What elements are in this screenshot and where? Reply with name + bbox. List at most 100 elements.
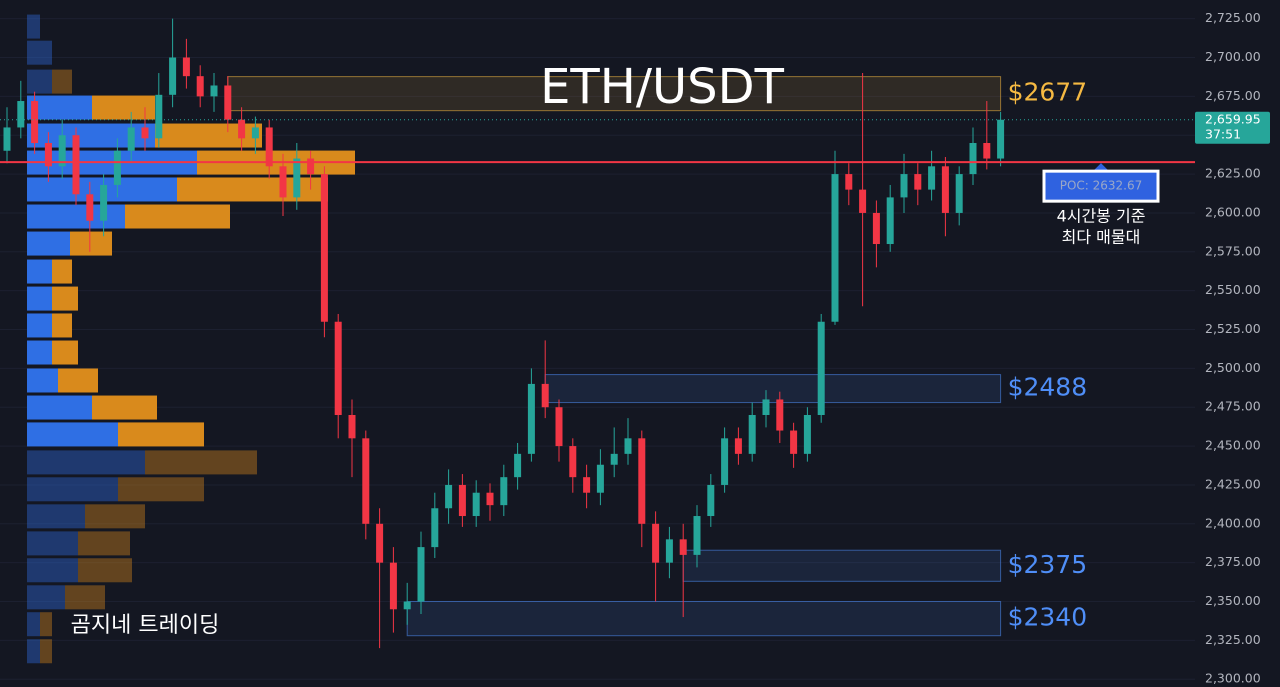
candle-body: [3, 127, 11, 151]
zone-box: [406, 601, 1002, 637]
candle-body: [527, 383, 535, 454]
candle-body: [169, 57, 177, 95]
y-tick-label: 2,525.00: [1205, 321, 1261, 336]
y-tick-label: 2,400.00: [1205, 515, 1261, 530]
profile-buy: [27, 639, 40, 664]
profile-buy: [27, 231, 70, 256]
candle-body: [624, 438, 632, 454]
candle-body: [859, 189, 867, 213]
candle-body: [417, 547, 425, 602]
profile-sell: [78, 531, 130, 556]
y-tick-label: 2,500.00: [1205, 360, 1261, 375]
candle-body: [955, 174, 963, 213]
y-tick-label: 2,425.00: [1205, 476, 1261, 491]
candle-body: [541, 383, 549, 408]
profile-sell: [92, 395, 157, 420]
y-tick-label: 2,450.00: [1205, 438, 1261, 453]
y-tick-label: 2,475.00: [1205, 399, 1261, 414]
candle-body: [914, 174, 922, 190]
candle-body: [486, 492, 494, 506]
candle-body: [610, 453, 618, 465]
candle-body: [265, 127, 273, 167]
candle-body: [555, 407, 563, 447]
profile-sell: [92, 95, 155, 120]
profile-sell: [52, 340, 78, 365]
candle-body: [389, 562, 397, 610]
y-tick-label: 2,600.00: [1205, 204, 1261, 219]
profile-buy: [27, 340, 52, 365]
y-tick-label: 2,325.00: [1205, 632, 1261, 647]
candle-body: [748, 414, 756, 454]
candle-body: [872, 212, 880, 245]
candle-body: [900, 174, 908, 198]
profile-buy: [27, 368, 58, 393]
profile-buy: [27, 504, 85, 529]
zone-box: [544, 374, 1002, 404]
candle-body: [334, 321, 342, 415]
candle-body: [928, 166, 936, 190]
candle-body: [817, 321, 825, 415]
candle-body: [279, 166, 287, 198]
candle-body: [113, 150, 121, 185]
candle-body: [141, 127, 149, 139]
candles: [3, 18, 1005, 649]
candle-body: [583, 477, 591, 493]
profile-buy: [27, 286, 52, 311]
zones: $2677 $2488 $2375 $2340: [227, 76, 1088, 637]
y-tick-label: 2,550.00: [1205, 282, 1261, 297]
y-tick-label: 2,300.00: [1205, 671, 1261, 686]
y-tick-label: 2,375.00: [1205, 554, 1261, 569]
candle-body: [31, 101, 39, 143]
candle-body: [983, 142, 991, 159]
poc-pointer: [1094, 163, 1108, 171]
profile-buy: [27, 585, 65, 610]
profile-sell: [85, 504, 145, 529]
candle-body: [17, 101, 25, 128]
countdown: 37:51: [1205, 126, 1241, 141]
profile-buy: [27, 204, 125, 229]
candle-body: [803, 414, 811, 454]
profile-sell: [118, 477, 204, 502]
profile-buy: [27, 450, 145, 475]
candle-body: [721, 438, 729, 485]
candle-body: [652, 523, 660, 563]
candle-body: [472, 492, 480, 517]
profile-sell: [78, 558, 132, 583]
y-tick-label: 2,700.00: [1205, 49, 1261, 64]
profile-sell: [145, 450, 257, 475]
zone-label: $2677: [1008, 78, 1088, 107]
candle-body: [182, 57, 190, 77]
zone-box: [682, 549, 1002, 582]
poc-note: 4시간봉 기준: [1057, 207, 1146, 226]
candle-body: [431, 508, 439, 548]
candle-body: [155, 94, 163, 139]
candle-body: [707, 484, 715, 517]
profile-buy: [27, 558, 78, 583]
profile-buy: [27, 612, 40, 637]
y-tick-label: 2,625.00: [1205, 166, 1261, 181]
candle-body: [127, 127, 135, 151]
zone-label: $2340: [1008, 603, 1088, 632]
candle-body: [762, 399, 770, 415]
profile-buy: [27, 69, 52, 94]
chart-title: ETH/USDT: [540, 59, 784, 115]
zone-box: [227, 76, 1002, 112]
candle-body: [58, 135, 66, 167]
y-tick-label: 2,575.00: [1205, 243, 1261, 258]
candle-body: [596, 464, 604, 493]
candle-body: [776, 399, 784, 431]
candle-body: [224, 85, 232, 120]
profile-buy: [27, 477, 118, 502]
profile-sell: [40, 639, 52, 664]
profile-buy: [27, 259, 52, 284]
profile-sell: [70, 231, 112, 256]
candle-body: [500, 477, 508, 506]
zone-label: $2375: [1008, 550, 1088, 579]
candle-body: [997, 119, 1005, 159]
candle-body: [969, 142, 977, 175]
profile-buy: [27, 422, 118, 447]
candle-body: [100, 184, 108, 221]
candle-body: [790, 430, 798, 454]
